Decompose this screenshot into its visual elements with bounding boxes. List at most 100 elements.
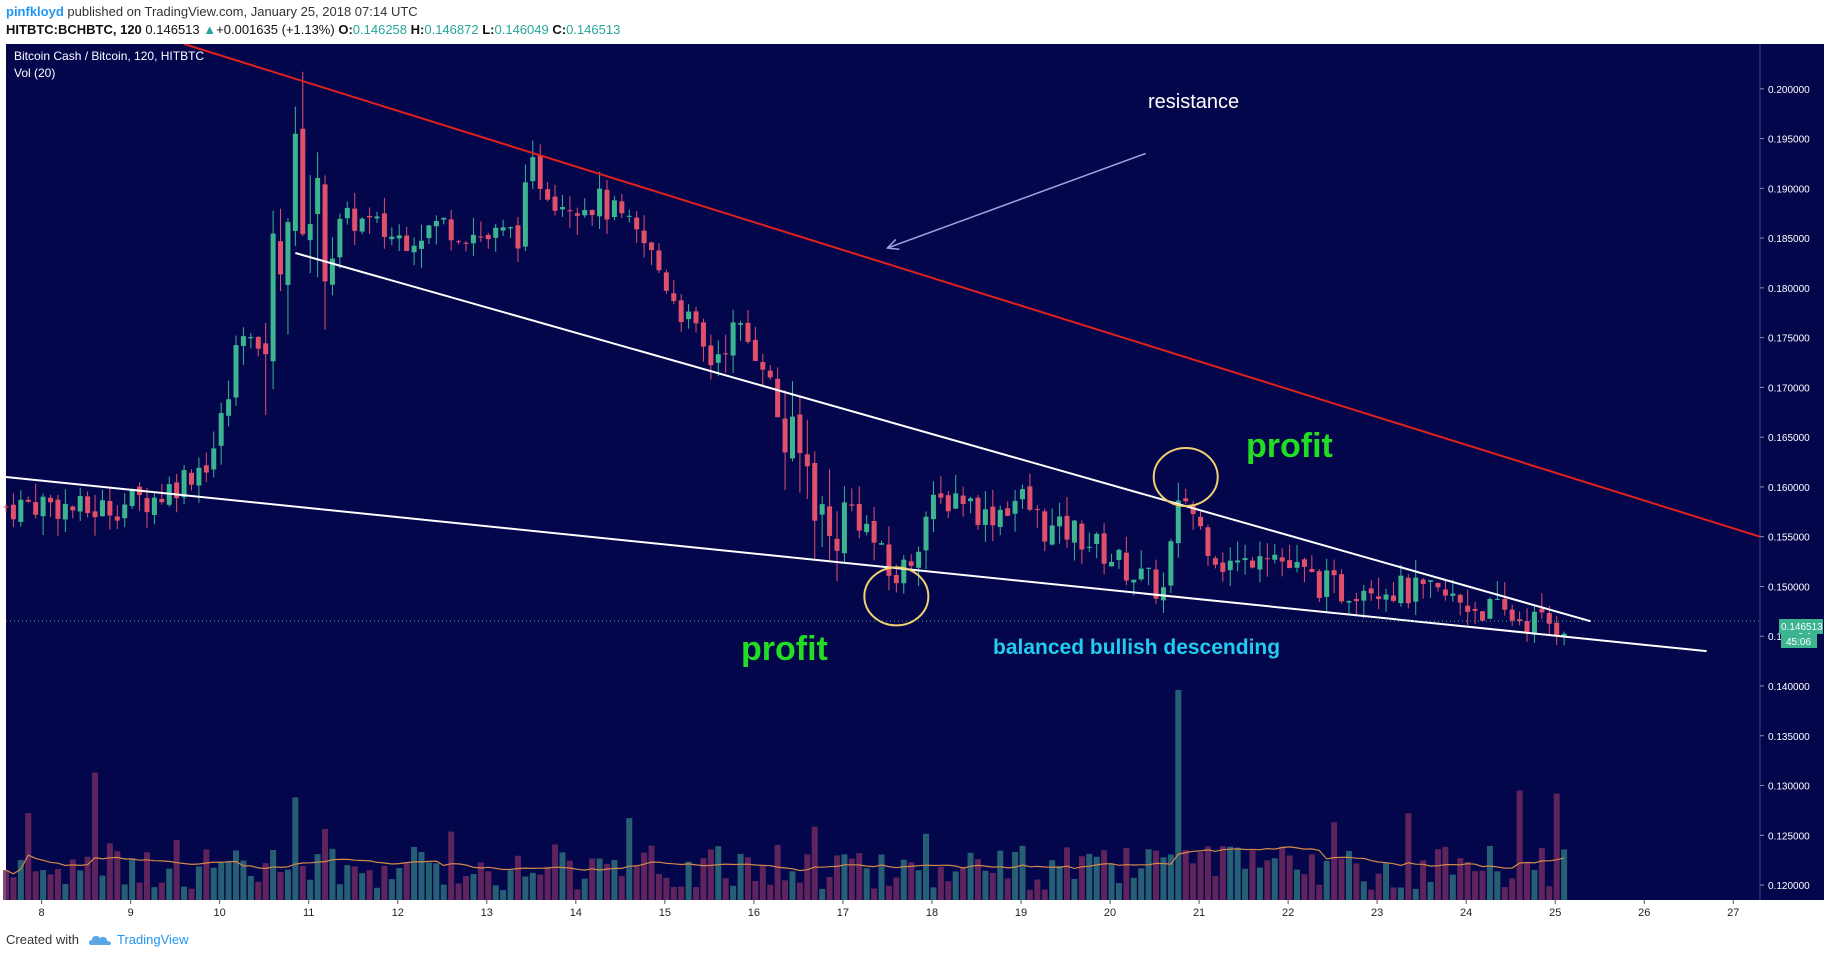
volume-bar	[700, 858, 707, 900]
volume-bar	[1271, 858, 1278, 900]
candle-body	[248, 336, 254, 339]
candle-body	[723, 353, 729, 355]
candle-body	[649, 242, 655, 251]
volume-bar	[1516, 790, 1523, 900]
candle-body	[686, 311, 692, 320]
volume-bar	[967, 852, 974, 900]
created-with-text: Created with	[6, 932, 79, 947]
candle-body	[122, 504, 128, 519]
time-tick-label: 10	[214, 907, 226, 919]
volume-bar	[17, 859, 24, 900]
candle-body	[693, 311, 699, 324]
volume-bar	[952, 871, 959, 900]
volume-bar	[997, 850, 1004, 900]
volume-bar	[589, 858, 596, 900]
candle-body	[359, 218, 365, 232]
candle-body	[18, 499, 24, 522]
volume-bar	[284, 869, 291, 900]
candle-body	[1398, 575, 1404, 604]
candle-body	[92, 511, 98, 518]
candle-body	[708, 345, 714, 366]
volume-bar	[166, 868, 173, 900]
volume-bar	[752, 880, 759, 900]
candle-body	[700, 322, 706, 347]
candle-body	[1235, 560, 1241, 563]
candle-body	[337, 218, 343, 258]
volume-bar	[10, 877, 17, 900]
time-tick-label: 16	[748, 907, 760, 919]
candle-body	[819, 504, 825, 515]
volume-bar	[833, 855, 840, 900]
candle-body	[144, 498, 150, 513]
author-link[interactable]: pinfkloyd	[6, 4, 64, 19]
candle-body	[1480, 611, 1486, 621]
volume-bar	[722, 878, 729, 900]
volume-bar	[1427, 881, 1434, 900]
profit-ellipse	[1152, 446, 1219, 507]
resistance-arrow-head	[885, 238, 900, 250]
candle-body	[582, 209, 588, 216]
candle-body	[908, 561, 914, 566]
volume-bar	[322, 828, 329, 900]
candle-body	[789, 416, 795, 459]
volume-bar	[1204, 846, 1211, 900]
volume-bar	[1486, 845, 1493, 900]
close-label: C:	[552, 22, 567, 37]
candle-body	[738, 323, 744, 325]
candle-body	[1131, 579, 1137, 583]
candle-body	[1339, 574, 1345, 602]
volume-bar	[522, 876, 529, 900]
candle-body	[1561, 633, 1567, 638]
volume-bar	[1397, 887, 1404, 900]
volume-bar	[960, 866, 967, 900]
volume-bar	[670, 886, 677, 900]
volume-bar	[1420, 860, 1427, 900]
candle-body	[159, 498, 165, 503]
volume-bar	[989, 872, 996, 900]
candle-body	[827, 506, 833, 536]
volume-bar	[856, 853, 863, 900]
volume-bar	[1160, 857, 1167, 900]
volume-bar	[40, 870, 47, 900]
candle-body	[1539, 608, 1545, 613]
volume-bar	[1004, 878, 1011, 900]
candle-body	[945, 495, 951, 512]
volume-bar	[1012, 851, 1019, 900]
lower-support-line	[5, 475, 1707, 653]
candle-body	[1242, 558, 1248, 561]
volume-bar	[611, 859, 618, 900]
candle-body	[107, 500, 113, 516]
volume-bar	[552, 844, 559, 900]
volume-bar	[1093, 856, 1100, 900]
volume-bar	[455, 883, 462, 900]
price-change: +0.001635 (+1.13%)	[216, 22, 335, 37]
candle-body	[923, 516, 929, 551]
candle-body	[953, 493, 959, 509]
candle-body	[1472, 608, 1478, 611]
candle-body	[1383, 594, 1389, 600]
volume-bar	[1501, 887, 1508, 900]
candle-body	[203, 465, 209, 473]
candle-body	[255, 336, 261, 349]
chart-area[interactable]: 0.200000 0.195000 0.190000 0.185000 0.180000…	[0, 43, 1824, 932]
candle-body	[634, 217, 640, 230]
countdown-tag: 45:06	[1781, 634, 1817, 648]
volume-bar	[173, 840, 180, 900]
candle-body	[404, 235, 410, 252]
plot-background	[6, 44, 1760, 900]
volume-bar	[1049, 860, 1056, 900]
time-tick-label: 9	[128, 907, 134, 919]
volume-bar	[1138, 868, 1145, 900]
tradingview-link[interactable]: TradingView	[117, 932, 189, 947]
candle-body	[663, 272, 669, 291]
candle-body	[968, 498, 974, 502]
volume-bar	[811, 826, 818, 900]
candle-body	[500, 227, 506, 231]
candlestick-chart[interactable]: 0.200000 0.195000 0.190000 0.185000 0.180000…	[0, 43, 1824, 924]
candle-body	[1042, 511, 1048, 542]
price-tick-label: 0.140000	[1768, 682, 1810, 693]
candle-body	[574, 213, 580, 216]
time-axis: 8 9 10 11 12 13 14 15 16 17 18 19 20 21 22 23 24 25 26 27	[39, 900, 1739, 919]
candle-body	[62, 503, 68, 520]
volume-bar	[1331, 822, 1338, 900]
